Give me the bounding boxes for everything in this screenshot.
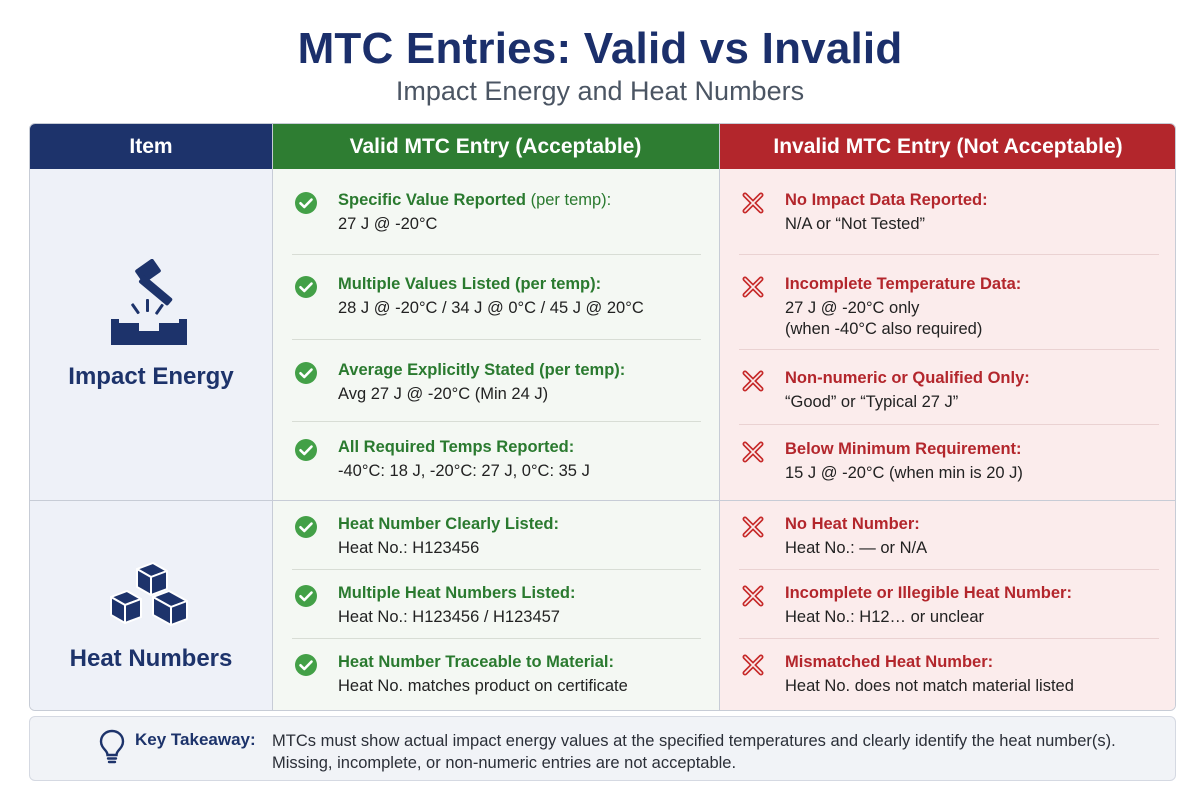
valid-entry-detail: Avg 27 J @ -20°C (Min 24 J) [338, 385, 549, 403]
invalid-entry-detail: Heat No. does not match material listed [785, 677, 1074, 695]
invalid-entry-title: Non-numeric or Qualified Only: [785, 369, 1030, 387]
item-column: Impact Energy Heat Numbers [30, 169, 272, 710]
stacked-blocks-icon [110, 562, 188, 626]
row-divider [292, 569, 701, 570]
invalid-entry-title: Below Minimum Requirement: [785, 440, 1022, 458]
x-mark-icon [742, 192, 764, 214]
invalid-entry-detail-note: (when -40°C also required) [785, 320, 983, 338]
invalid-entry-detail: Heat No.: H12… or unclear [785, 608, 985, 626]
valid-entry-detail: -40°C: 18 J, -20°C: 27 J, 0°C: 35 J [338, 462, 590, 480]
page-title: MTC Entries: Valid vs Invalid [297, 24, 903, 73]
valid-entry-qualifier: (per temp): [525, 191, 612, 209]
key-takeaway-box: Key Takeaway: MTCs must show actual impa… [29, 716, 1176, 781]
valid-entry-title: Average Explicitly Stated (per temp): [338, 361, 626, 379]
header-invalid: Invalid MTC Entry (Not Acceptable) [719, 124, 1175, 169]
takeaway-text: MTCs must show actual impact energy valu… [272, 732, 1116, 772]
invalid-column: No Impact Data Reported: N/A or “Not Tes… [719, 169, 1175, 710]
item-heat-numbers: Heat Numbers [30, 561, 272, 673]
valid-entry-detail: Heat No.: H123456 / H123457 [338, 608, 560, 626]
invalid-entry-title: Incomplete Temperature Data: [785, 275, 1022, 293]
lightbulb-icon [99, 729, 125, 764]
x-mark-icon [742, 441, 764, 463]
invalid-entry-detail: N/A or “Not Tested” [785, 215, 926, 233]
valid-entry-detail: Heat No. matches product on certificate [338, 677, 628, 695]
row-divider [292, 254, 701, 255]
row-divider [292, 638, 701, 639]
row-divider [292, 421, 701, 422]
header-valid: Valid MTC Entry (Acceptable) [272, 124, 719, 169]
row-divider [739, 254, 1159, 255]
page-subtitle: Impact Energy and Heat Numbers [395, 76, 805, 106]
row-divider [292, 339, 701, 340]
x-mark-icon [742, 654, 764, 676]
check-circle-icon [295, 516, 317, 538]
item-label-heat-numbers: Heat Numbers [69, 645, 233, 672]
comparison-table: Item Valid MTC Entry (Acceptable) Invali… [29, 123, 1176, 711]
valid-entry-title: Heat Number Clearly Listed: [338, 515, 559, 533]
valid-entry-title: Heat Number Traceable to Material: [338, 653, 615, 671]
row-divider [739, 349, 1159, 350]
column-divider [719, 124, 720, 710]
takeaway-label: Key Takeaway: [135, 730, 256, 749]
invalid-entry-title: No Impact Data Reported: [785, 191, 988, 209]
invalid-entry-title: No Heat Number: [785, 515, 920, 533]
check-circle-icon [295, 276, 317, 298]
row-divider [739, 638, 1159, 639]
invalid-entry-detail: 27 J @ -20°C only [785, 299, 920, 317]
invalid-entry-detail: Heat No.: — or N/A [785, 539, 928, 557]
invalid-entry-detail: 15 J @ -20°C (when min is 20 J) [785, 464, 1023, 482]
hammer-impact-icon [111, 259, 187, 345]
valid-column: Specific Value Reported (per temp): 27 J… [272, 169, 719, 710]
valid-entry-detail: 28 J @ -20°C / 34 J @ 0°C / 45 J @ 20°C [338, 299, 644, 317]
x-mark-icon [742, 585, 764, 607]
valid-entry-title: Multiple Values Listed (per temp): [338, 275, 602, 293]
header-item: Item [30, 124, 272, 169]
x-mark-icon [742, 516, 764, 538]
x-mark-icon [742, 276, 764, 298]
item-impact-energy: Impact Energy [30, 259, 272, 391]
check-circle-icon [295, 192, 317, 214]
section-divider [30, 500, 1175, 501]
row-divider [739, 569, 1159, 570]
check-circle-icon [295, 585, 317, 607]
x-mark-icon [742, 370, 764, 392]
check-circle-icon [295, 439, 317, 461]
valid-entry-detail: 27 J @ -20°C [338, 215, 438, 233]
valid-entry-title: Multiple Heat Numbers Listed: [338, 584, 576, 602]
column-divider [272, 124, 273, 710]
valid-entry-title: Specific Value Reported [338, 191, 526, 209]
item-label-impact-energy: Impact Energy [68, 363, 234, 390]
valid-entry-title: All Required Temps Reported: [338, 438, 575, 456]
valid-entry-detail: Heat No.: H123456 [338, 539, 480, 557]
check-circle-icon [295, 362, 317, 384]
row-divider [739, 424, 1159, 425]
invalid-entry-detail: “Good” or “Typical 27 J” [785, 393, 959, 411]
invalid-entry-title: Mismatched Heat Number: [785, 653, 994, 671]
check-circle-icon [295, 654, 317, 676]
invalid-entry-title: Incomplete or Illegible Heat Number: [785, 584, 1072, 602]
